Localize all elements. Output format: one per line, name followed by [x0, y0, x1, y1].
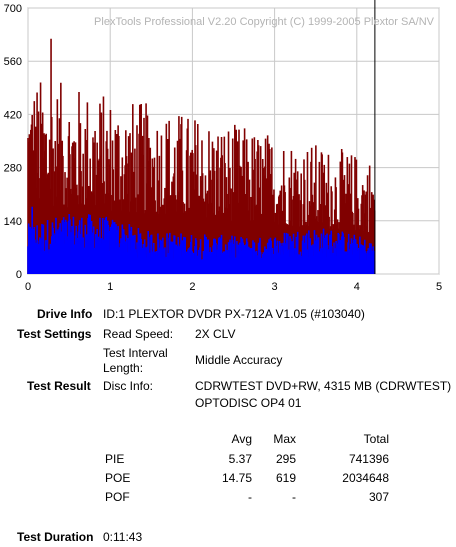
results-header-total: Total [363, 432, 389, 446]
results-row-pie-name: PIE [105, 452, 125, 466]
y-tick-label: 420 [4, 109, 22, 121]
results-row-poe-total: 2034648 [342, 471, 389, 485]
results-row-pie-avg: 5.37 [228, 452, 252, 466]
error-rate-chart: PlexTools Professional V2.20 Copyright (… [4, 0, 442, 293]
results-row-pie-total: 741396 [348, 452, 389, 466]
x-tick-label: 4 [354, 281, 360, 293]
disc-info-label: Disc Info: [103, 379, 154, 393]
test-duration-label: Test Duration [17, 530, 94, 544]
results-row-pof-name: POF [105, 490, 130, 504]
results-header-avg: Avg [231, 432, 252, 446]
x-axis-ticks: 0 1 2 3 4 5 [25, 281, 442, 293]
test-result-label: Test Result [27, 379, 91, 393]
drive-info-label: Drive Info [37, 307, 93, 321]
results-row-pie-max: 295 [275, 452, 296, 466]
x-tick-label: 2 [189, 281, 195, 293]
results-header-max: Max [273, 432, 296, 446]
y-axis-ticks: 0 140 280 420 560 700 [4, 3, 22, 281]
y-tick-label: 0 [16, 269, 22, 281]
drive-info-value: ID:1 PLEXTOR DVDR PX-712A V1.05 (#103040… [103, 307, 365, 321]
test-settings-label: Test Settings [17, 327, 92, 341]
y-tick-label: 560 [4, 56, 22, 68]
pie-series-bars [27, 206, 376, 274]
test-interval-value: Middle Accuracy [195, 353, 283, 367]
y-tick-label: 700 [4, 3, 22, 15]
results-row-poe-max: 619 [275, 471, 296, 485]
test-duration-value: 0:11:43 [103, 530, 143, 544]
results-row-poe-avg: 14.75 [221, 471, 252, 485]
y-tick-label: 280 [4, 163, 22, 175]
results-row-pof-total: 307 [368, 490, 389, 504]
x-tick-label: 5 [436, 281, 442, 293]
x-tick-label: 0 [25, 281, 31, 293]
results-row-pof-avg: - [248, 490, 252, 504]
read-speed-label: Read Speed: [103, 327, 174, 341]
test-interval-label-length: Length: [103, 361, 144, 375]
read-speed-value: 2X CLV [195, 327, 236, 341]
chart-title: PlexTools Professional V2.20 Copyright (… [94, 16, 435, 28]
disc-info-value-line2: OPTODISC OP4 01 [195, 396, 302, 410]
x-tick-label: 3 [272, 281, 278, 293]
test-interval-label: Test Interval [103, 346, 168, 360]
disc-info-value: CDRWTEST DVD+RW, 4315 MB (CDRWTEST) [195, 379, 452, 393]
x-tick-label: 1 [107, 281, 113, 293]
y-tick-label: 140 [4, 216, 22, 228]
results-row-pof-max: - [292, 490, 296, 504]
results-row-poe-name: POE [105, 471, 131, 485]
